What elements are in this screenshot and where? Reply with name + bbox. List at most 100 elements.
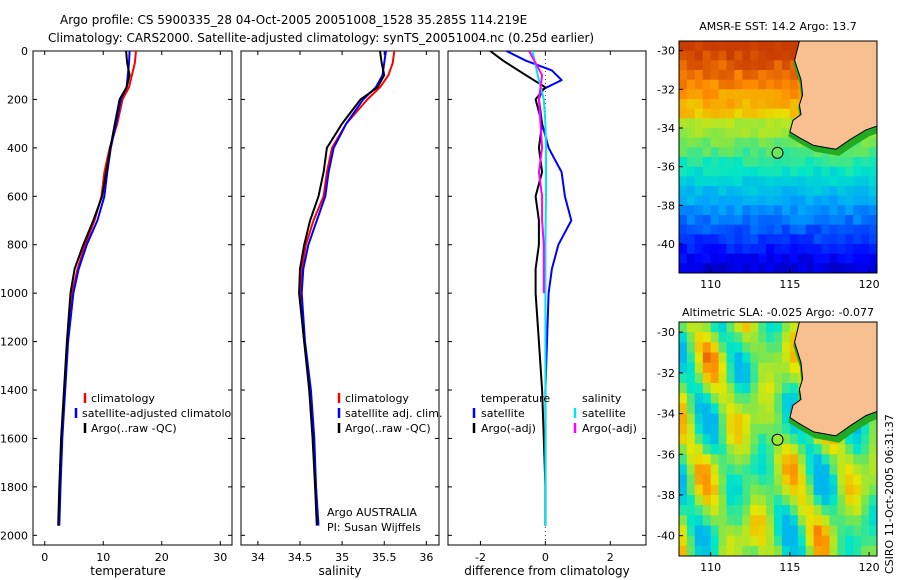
lon-tick-label: 120	[859, 561, 880, 574]
heatmap-cell	[789, 157, 799, 168]
heatmap-cell	[829, 215, 838, 226]
heatmap-cell	[758, 322, 767, 333]
heatmap-cell	[750, 454, 759, 466]
heatmap-cell	[789, 108, 799, 119]
heatmap-cell	[702, 166, 712, 177]
heatmap-cell	[821, 224, 831, 235]
heatmap-cell	[813, 224, 823, 235]
heatmap-cell	[702, 525, 712, 537]
heatmap-cell	[758, 253, 767, 264]
heatmap-cell	[750, 253, 759, 264]
heatmap-cell	[679, 322, 688, 333]
heatmap-cell	[782, 70, 791, 81]
heatmap-cell	[694, 383, 704, 394]
heatmap-cell	[853, 147, 862, 158]
heatmap-cell	[686, 99, 696, 110]
sst-argo-float-marker	[771, 146, 784, 159]
heatmap-cell	[797, 234, 807, 245]
heatmap-cell	[774, 474, 783, 486]
heatmap-cell	[686, 423, 696, 435]
legend-label-argo: Argo(..raw -QC)	[91, 422, 177, 435]
heatmap-cell	[750, 484, 759, 496]
heatmap-cell	[837, 464, 846, 476]
heatmap-cell	[766, 545, 775, 556]
heatmap-cell	[726, 253, 735, 264]
heatmap-cell	[774, 41, 783, 52]
heatmap-cell	[813, 166, 823, 177]
heatmap-cell	[853, 484, 862, 496]
heatmap-cell	[861, 423, 870, 435]
heatmap-cell	[718, 495, 728, 506]
heatmap-cell	[853, 186, 862, 197]
heatmap-cell	[837, 215, 846, 226]
heatmap-cell	[718, 253, 728, 264]
heatmap-cell	[774, 413, 783, 425]
heatmap-cell	[710, 372, 720, 384]
heatmap-cell	[766, 79, 775, 90]
heatmap-cell	[789, 41, 799, 52]
heatmap-cell	[686, 118, 696, 129]
heatmap-cell	[710, 413, 720, 425]
heatmap-cell	[710, 352, 720, 364]
heatmap-cell	[679, 108, 688, 119]
heatmap-cell	[845, 433, 854, 445]
heatmap-cell	[861, 484, 870, 496]
heatmap-cell	[679, 50, 688, 61]
heatmap-cell	[869, 433, 877, 445]
heatmap-cell	[679, 118, 688, 129]
heatmap-cell	[750, 70, 759, 81]
heatmap-cell	[758, 176, 767, 187]
heatmap-cell	[726, 186, 735, 197]
heatmap-cell	[853, 515, 862, 527]
heatmap-cell	[726, 195, 735, 206]
heatmap-cell	[766, 147, 775, 158]
heatmap-cell	[797, 157, 807, 168]
heatmap-cell	[742, 525, 751, 537]
heatmap-cell	[710, 60, 720, 71]
heatmap-cell	[853, 495, 862, 506]
heatmap-cell	[750, 535, 759, 547]
heatmap-cell	[766, 362, 775, 374]
heatmap-cell	[718, 186, 728, 197]
heatmap-cell	[750, 99, 759, 110]
heatmap-cell	[805, 234, 815, 245]
depth-axis: 0 200 400 600 800 1000 1200 1400 1600 1800 2000	[0, 45, 232, 542]
heatmap-cell	[837, 176, 846, 187]
heatmap-cell	[734, 362, 743, 374]
heatmap-cell	[845, 234, 854, 245]
heatmap-cell	[679, 89, 688, 100]
depth-tick-label: 1000	[0, 287, 28, 300]
heatmap-cell	[718, 322, 728, 333]
heatmap-cell	[718, 79, 728, 90]
heatmap-cell	[742, 535, 751, 547]
heatmap-cell	[702, 383, 712, 394]
x-tick-label: 30	[213, 551, 227, 564]
heatmap-cell	[734, 128, 743, 139]
heatmap-cell	[861, 176, 870, 187]
heatmap-cell	[694, 147, 704, 158]
heatmap-cell	[861, 215, 870, 226]
heatmap-cell	[686, 332, 696, 343]
temperature-xlabel: temperature	[90, 564, 165, 578]
heatmap-cell	[750, 166, 759, 177]
heatmap-cell	[869, 186, 877, 197]
heatmap-cell	[845, 215, 854, 226]
heatmap-cell	[813, 444, 823, 455]
heatmap-cell	[766, 342, 775, 354]
heatmap-cell	[774, 157, 783, 168]
heatmap-cell	[710, 545, 720, 556]
heatmap-cell	[679, 176, 688, 187]
heatmap-cell	[758, 403, 767, 415]
heatmap-cell	[789, 137, 799, 148]
heatmap-cell	[702, 205, 712, 216]
heatmap-cell	[805, 244, 815, 255]
heatmap-cell	[829, 545, 838, 556]
legend-title-temperature: temperature	[481, 392, 550, 405]
heatmap-cell	[702, 50, 712, 61]
heatmap-cell	[726, 515, 735, 527]
heatmap-cell	[766, 253, 775, 264]
heatmap-cell	[726, 444, 735, 455]
difference-panel: -2 0 2 difference from climatology tempera…	[447, 50, 647, 578]
heatmap-cell	[694, 545, 704, 556]
heatmap-cell	[694, 224, 704, 235]
